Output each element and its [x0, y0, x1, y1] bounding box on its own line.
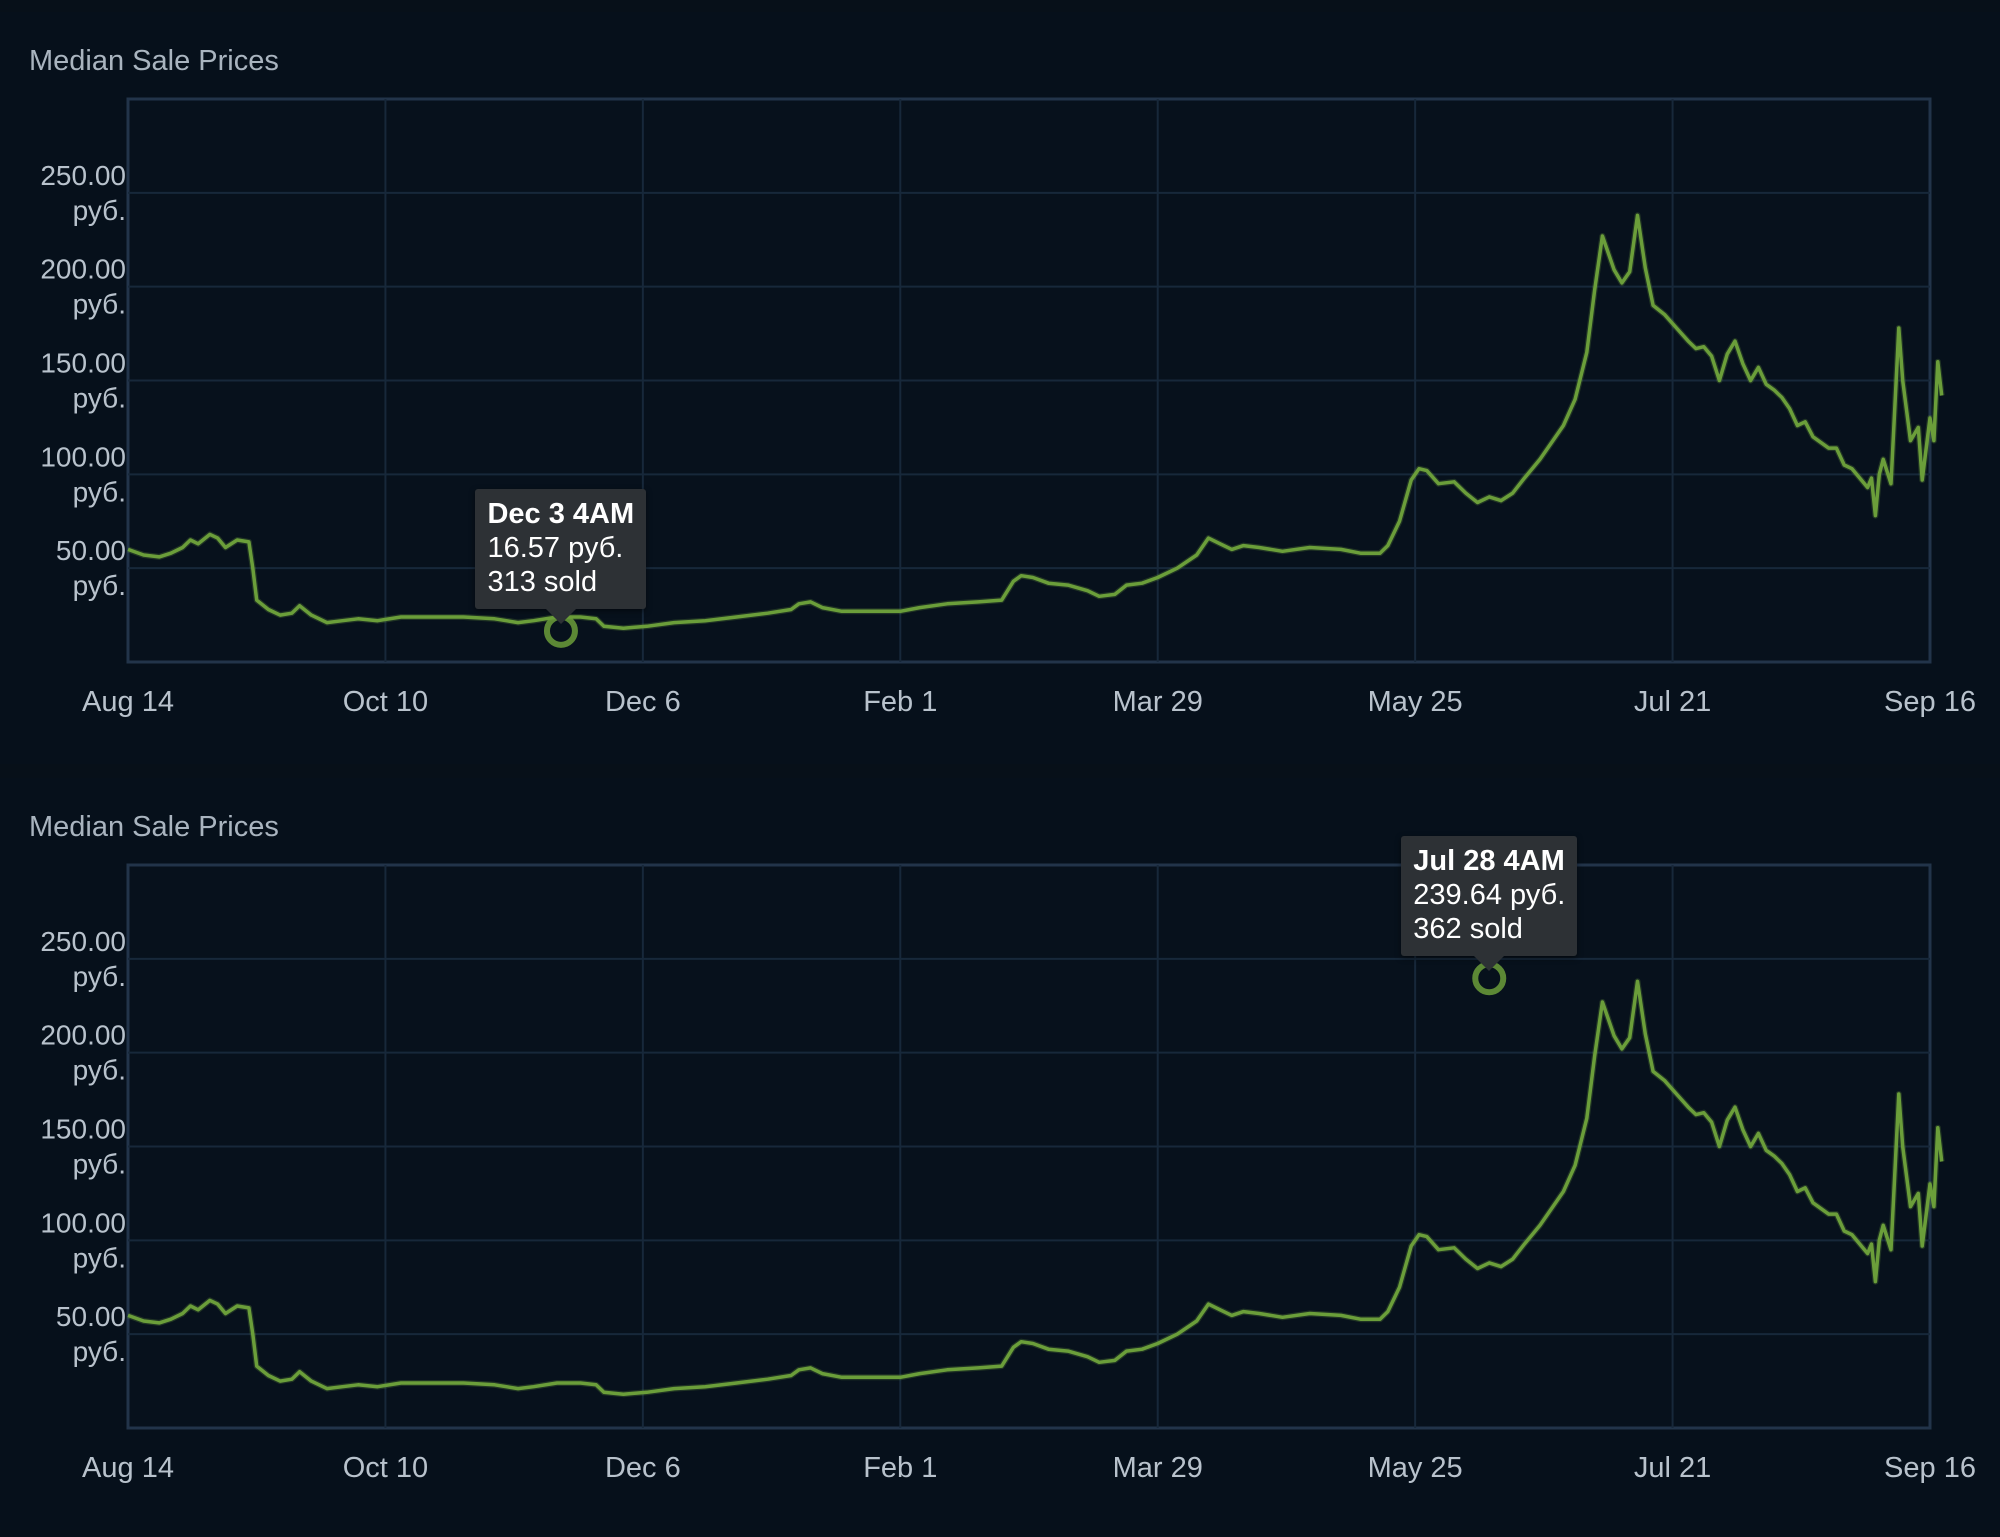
y-tick-label: 100.00 руб. [40, 1207, 126, 1273]
x-tick-label: May 25 [1368, 1452, 1463, 1484]
price-tooltip: Dec 3 4AM 16.57 руб. 313 sold [475, 488, 647, 624]
y-tick-label: 200.00 руб. [40, 254, 126, 320]
x-tick-label: Mar 29 [1113, 1452, 1203, 1484]
x-tick-label: Oct 10 [343, 686, 428, 718]
price-tooltip: Jul 28 4AM 239.64 руб. 362 sold [1401, 836, 1578, 972]
x-tick-label: Dec 6 [605, 1452, 681, 1484]
chart-panel-1: Median Sale Prices 50.00 руб. 100.00 руб. 15… [0, 12, 2000, 764]
y-tick-label: 150.00 руб. [40, 1114, 126, 1180]
x-tick-label: Mar 29 [1113, 686, 1203, 718]
x-tick-label: Feb 1 [863, 686, 937, 718]
tooltip-date: Jul 28 4AM [1413, 845, 1565, 878]
y-tick-label: 150.00 руб. [40, 348, 126, 414]
x-tick-label: Jul 21 [1634, 1452, 1711, 1484]
y-tick-label: 250.00 руб. [40, 926, 126, 992]
series-line [127, 213, 1944, 630]
tooltip-date: Dec 3 4AM [487, 497, 635, 530]
x-tick-label: Sep 16 [1884, 1452, 1976, 1484]
chart-panel-2: Median Sale Prices 50.00 руб. 100.00 руб. 15… [0, 778, 2000, 1530]
y-tick-label: 200.00 руб. [40, 1020, 126, 1086]
x-tick-label: Jul 21 [1634, 686, 1711, 718]
chart-title: Median Sale Prices [29, 811, 279, 843]
tooltip-sold: 362 sold [1413, 913, 1523, 946]
x-tick-label: Dec 6 [605, 686, 681, 718]
x-tick-label: May 25 [1368, 686, 1463, 718]
chart-title: Median Sale Prices [29, 45, 279, 77]
tooltip-price: 16.57 руб. [487, 531, 624, 564]
tooltip-price: 239.64 руб. [1413, 879, 1566, 912]
series-line [127, 979, 1944, 1396]
x-tick-label: Aug 14 [82, 686, 174, 718]
y-tick-label: 50.00 руб. [56, 1301, 126, 1367]
price-chart[interactable]: 50.00 руб. 100.00 руб. 150.00 руб. 200.00 руб. 2… [0, 778, 2000, 1530]
x-tick-label: Sep 16 [1884, 686, 1976, 718]
x-tick-label: Aug 14 [82, 1452, 174, 1484]
y-tick-label: 250.00 руб. [40, 160, 126, 226]
x-tick-label: Feb 1 [863, 1452, 937, 1484]
x-tick-label: Oct 10 [343, 1452, 428, 1484]
price-chart[interactable]: 50.00 руб. 100.00 руб. 150.00 руб. 200.00 руб. 2… [0, 12, 2000, 764]
tooltip-sold: 313 sold [487, 565, 598, 598]
y-tick-label: 100.00 руб. [40, 441, 126, 507]
y-tick-label: 50.00 руб. [56, 535, 126, 601]
